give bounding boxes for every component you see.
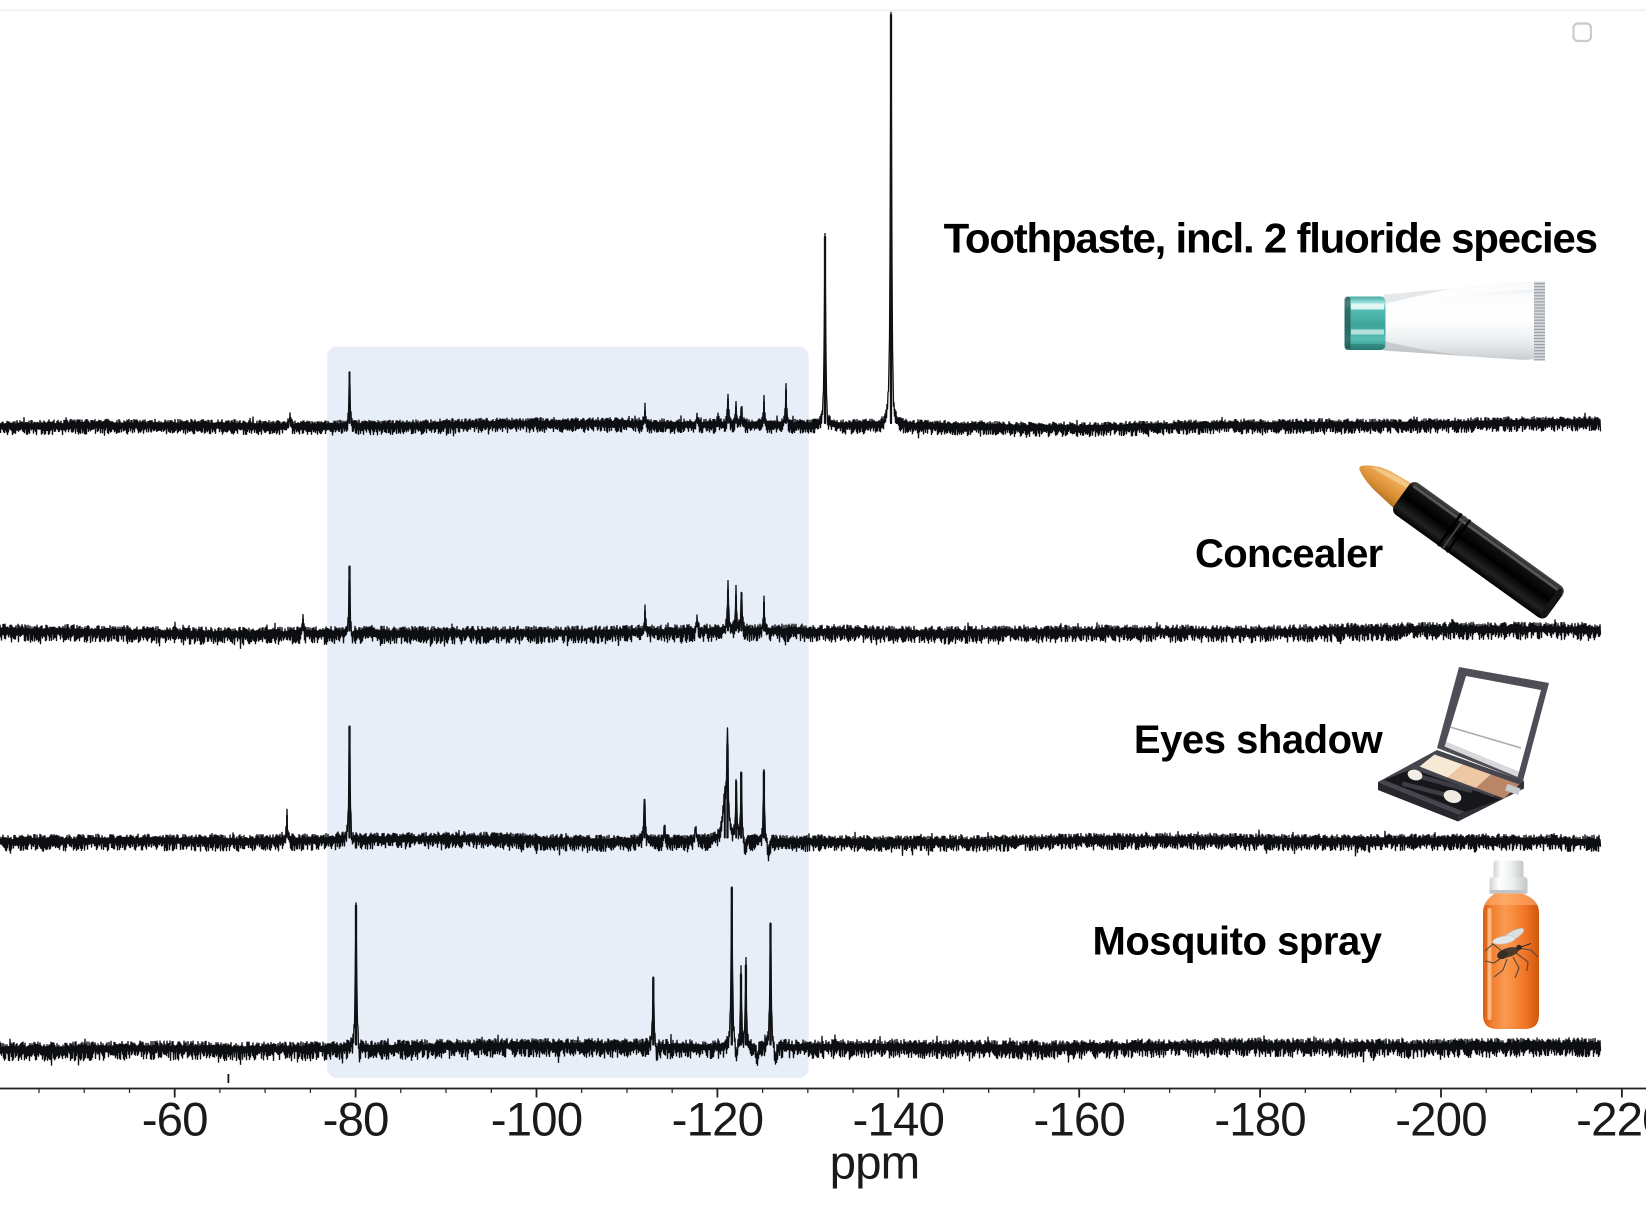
svg-text:-220: -220	[1576, 1094, 1646, 1147]
svg-text:-200: -200	[1395, 1094, 1486, 1147]
svg-text:-60: -60	[142, 1094, 208, 1147]
svg-text:-100: -100	[491, 1094, 582, 1147]
svg-text:Mosquito spray: Mosquito spray	[1092, 920, 1382, 964]
svg-text:ppm: ppm	[830, 1137, 920, 1190]
svg-text:-80: -80	[323, 1094, 389, 1147]
svg-text:Toothpaste, incl. 2 fluoride s: Toothpaste, incl. 2 fluoride species	[944, 214, 1597, 261]
svg-text:-120: -120	[672, 1094, 763, 1147]
svg-text:-180: -180	[1214, 1094, 1305, 1147]
svg-text:-160: -160	[1033, 1094, 1124, 1147]
svg-text:Eyes shadow: Eyes shadow	[1134, 718, 1384, 762]
svg-text:Concealer: Concealer	[1195, 532, 1383, 576]
svg-text:-140: -140	[853, 1094, 944, 1147]
